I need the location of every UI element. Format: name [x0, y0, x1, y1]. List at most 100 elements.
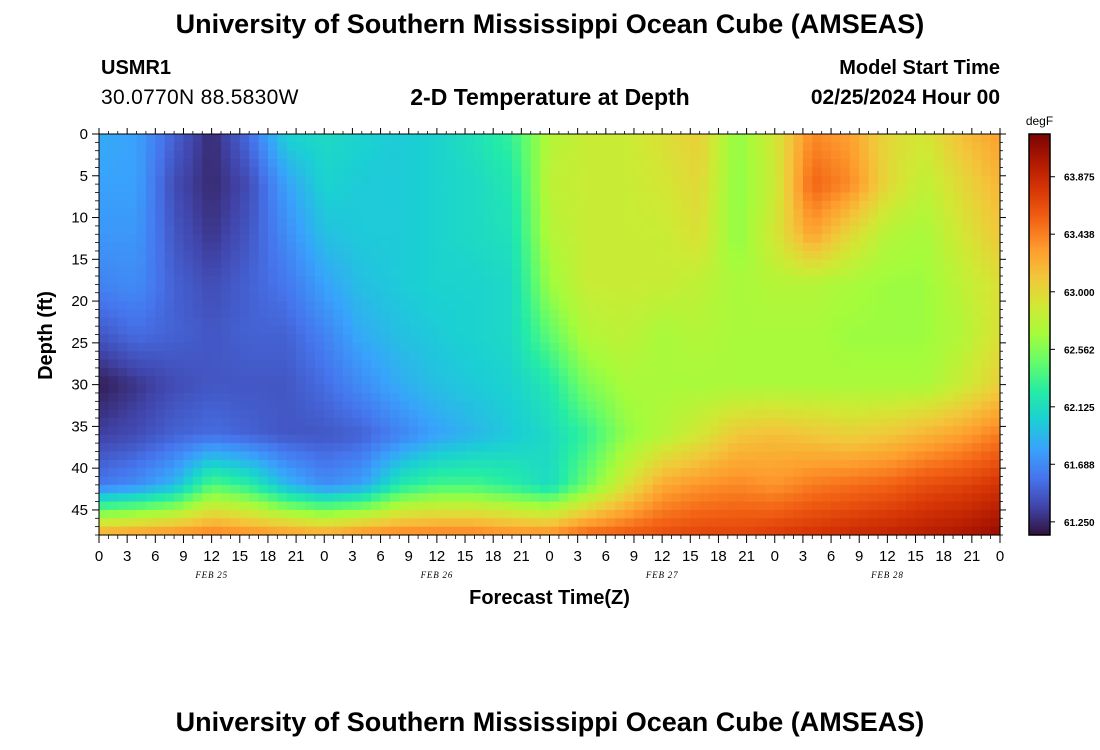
- heatmap-cell: [840, 175, 851, 185]
- heatmap-cell: [530, 159, 541, 169]
- heatmap-cell: [793, 276, 804, 285]
- heatmap-cell: [943, 159, 954, 169]
- heatmap-cell: [427, 392, 438, 402]
- heatmap-cell: [333, 351, 344, 361]
- heatmap-cell: [652, 167, 663, 177]
- heatmap-cell: [314, 142, 325, 152]
- heatmap-cell: [943, 209, 954, 219]
- heatmap-cell: [605, 225, 616, 235]
- heatmap-cell: [953, 443, 964, 453]
- heatmap-cell: [249, 184, 260, 194]
- heatmap-cell: [709, 418, 720, 427]
- heatmap-cell: [605, 409, 616, 419]
- heatmap-cell: [408, 142, 419, 152]
- heatmap-cell: [831, 159, 842, 169]
- heatmap-cell: [230, 334, 241, 344]
- heatmap-cell: [127, 184, 138, 194]
- heatmap-cell: [605, 267, 616, 277]
- heatmap-cell: [680, 351, 691, 361]
- heatmap-cell: [981, 142, 992, 152]
- heatmap-cell: [380, 409, 391, 419]
- heatmap-cell: [549, 476, 560, 486]
- heatmap-cell: [652, 184, 663, 194]
- heatmap-cell: [343, 159, 354, 169]
- heatmap-cell: [971, 267, 982, 277]
- heatmap-cell: [727, 242, 738, 252]
- x-tick-label: 15: [231, 548, 248, 565]
- heatmap-cell: [483, 209, 494, 219]
- heatmap-cell: [906, 434, 917, 444]
- heatmap-cell: [530, 384, 541, 394]
- heatmap-cell: [305, 175, 316, 185]
- heatmap-cell: [521, 326, 532, 336]
- heatmap-cell: [821, 376, 832, 386]
- heatmap-cell: [145, 142, 156, 152]
- heatmap-cell: [990, 451, 1001, 461]
- heatmap-cell: [230, 209, 241, 219]
- heatmap-cell: [868, 200, 879, 210]
- heatmap-cell: [164, 142, 175, 152]
- heatmap-cell: [793, 468, 804, 478]
- heatmap-cell: [361, 326, 372, 336]
- heatmap-cell: [953, 401, 964, 411]
- heatmap-cell: [671, 434, 682, 444]
- heatmap-cell: [502, 376, 513, 386]
- heatmap-cell: [887, 250, 898, 260]
- heatmap-cell: [624, 484, 635, 494]
- heatmap-cell: [831, 150, 842, 160]
- heatmap-cell: [483, 418, 494, 427]
- heatmap-cell: [211, 334, 222, 344]
- heatmap-cell: [427, 426, 438, 436]
- heatmap-cell: [812, 326, 823, 336]
- heatmap-cell: [324, 501, 335, 511]
- heatmap-cell: [446, 401, 457, 411]
- heatmap-cell: [389, 217, 400, 227]
- heatmap-cell: [436, 225, 447, 235]
- heatmap-cell: [267, 418, 278, 427]
- heatmap-cell: [849, 518, 860, 528]
- heatmap-cell: [183, 501, 194, 511]
- heatmap-cell: [352, 167, 363, 177]
- heatmap-cell: [793, 259, 804, 269]
- heatmap-cell: [408, 401, 419, 411]
- heatmap-cell: [587, 518, 598, 528]
- heatmap-cell: [314, 392, 325, 402]
- heatmap-cell: [446, 367, 457, 377]
- heatmap-cell: [239, 468, 250, 478]
- heatmap-cell: [887, 376, 898, 386]
- heatmap-cell: [906, 459, 917, 469]
- heatmap-cell: [221, 200, 231, 210]
- heatmap-cell: [868, 326, 879, 336]
- heatmap-cell: [774, 351, 785, 361]
- heatmap-cell: [455, 276, 466, 285]
- heatmap-cell: [305, 351, 316, 361]
- heatmap-cell: [202, 359, 213, 369]
- heatmap-cell: [587, 284, 598, 294]
- heatmap-cell: [502, 175, 513, 185]
- heatmap-cell: [361, 309, 372, 319]
- heatmap-cell: [465, 334, 476, 344]
- heatmap-cell: [465, 342, 476, 352]
- heatmap-cell: [737, 259, 748, 269]
- heatmap-cell: [568, 167, 579, 177]
- heatmap-cell: [662, 175, 673, 185]
- heatmap-cell: [821, 518, 832, 528]
- heatmap-cell: [868, 342, 879, 352]
- heatmap-cell: [784, 184, 795, 194]
- heatmap-cell: [277, 434, 288, 444]
- heatmap-cell: [652, 259, 663, 269]
- heatmap-cell: [145, 509, 156, 519]
- heatmap-cell: [568, 392, 579, 402]
- heatmap-cell: [389, 476, 400, 486]
- heatmap-cell: [296, 301, 307, 311]
- heatmap-cell: [962, 426, 973, 436]
- heatmap-cell: [117, 367, 128, 377]
- heatmap-cell: [418, 167, 429, 177]
- heatmap-cell: [446, 159, 457, 169]
- heatmap-cell: [774, 434, 785, 444]
- heatmap-cell: [540, 242, 551, 252]
- heatmap-cell: [831, 426, 842, 436]
- heatmap-cell: [380, 267, 391, 277]
- heatmap-cell: [493, 292, 504, 302]
- heatmap-cell: [549, 342, 560, 352]
